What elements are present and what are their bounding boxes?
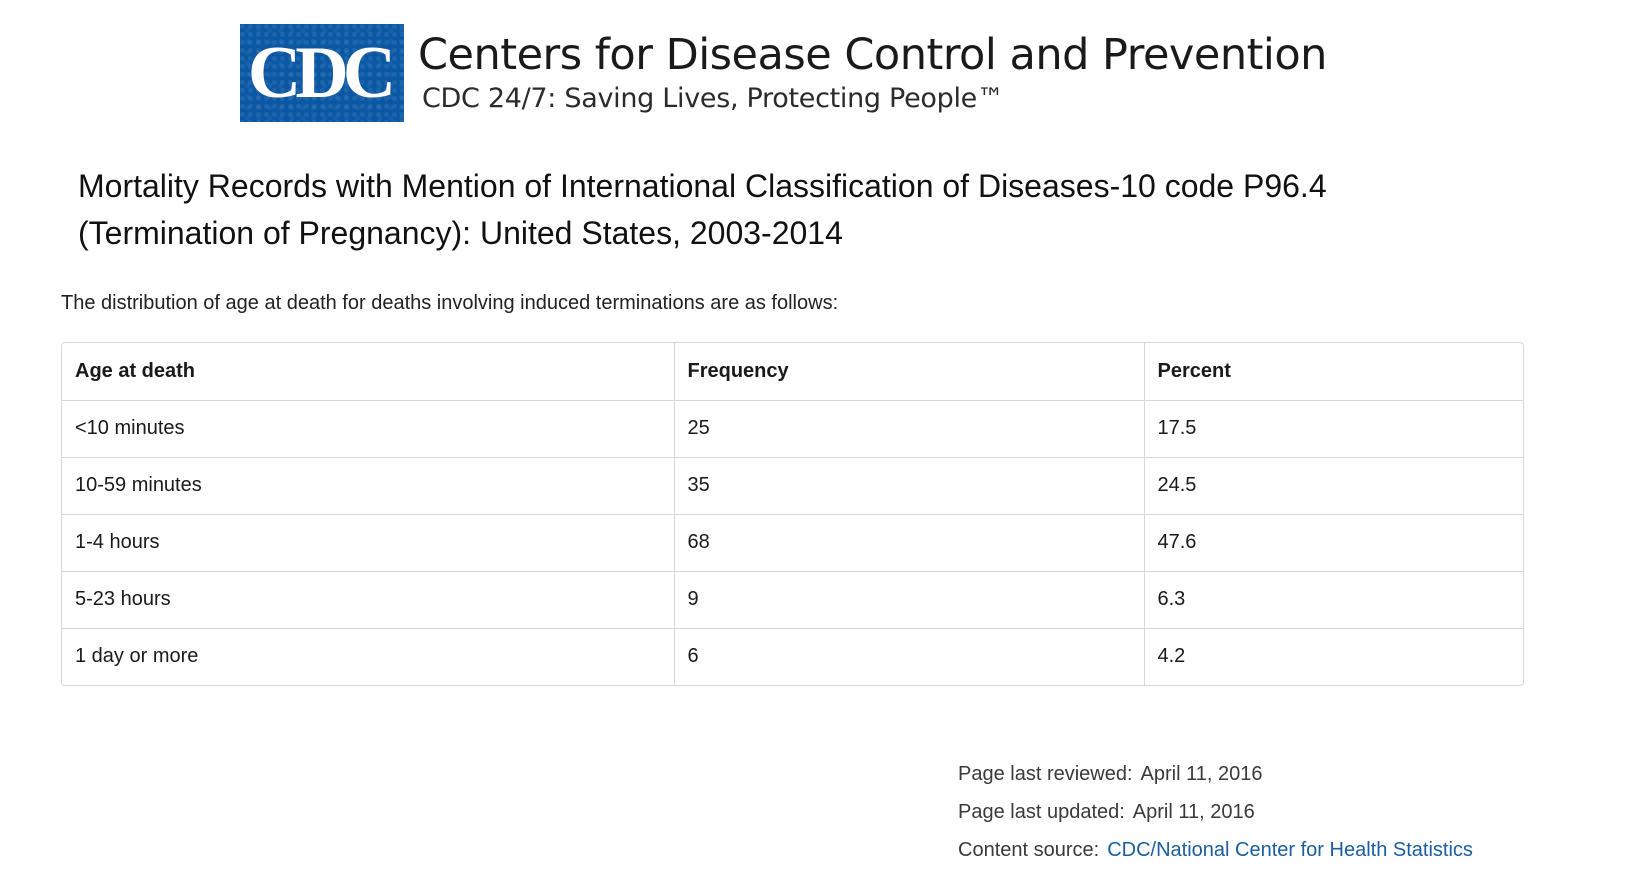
page-metadata: Page last reviewed: April 11, 2016 Page l… bbox=[958, 755, 1473, 869]
cell-frequency: 25 bbox=[673, 399, 1144, 457]
agency-tagline: CDC 24/7: Saving Lives, Protecting Peopl… bbox=[422, 83, 1004, 115]
table-row: 5-23 hours 9 6.3 bbox=[62, 570, 1523, 628]
cell-percent: 17.5 bbox=[1143, 399, 1523, 457]
page-title: Mortality Records with Mention of Intern… bbox=[78, 168, 1327, 251]
cell-age: 10-59 minutes bbox=[62, 456, 674, 514]
intro-text: The distribution of age at death for dea… bbox=[61, 292, 839, 314]
cell-percent: 4.2 bbox=[1143, 627, 1523, 685]
last-reviewed: Page last reviewed: April 11, 2016 bbox=[958, 755, 1473, 793]
table-header-row: Age at death Frequency Percent bbox=[62, 343, 1523, 400]
masthead-text: Centers for Disease Control and Preventi… bbox=[418, 29, 1327, 115]
cell-frequency: 6 bbox=[673, 627, 1144, 685]
table-row: 10-59 minutes 35 24.5 bbox=[62, 456, 1523, 514]
header-age-at-death: Age at death bbox=[75, 359, 196, 382]
cell-frequency: 9 bbox=[673, 570, 1144, 628]
cell-age: 5-23 hours bbox=[62, 570, 674, 628]
content-source-label: Content source: bbox=[958, 839, 1100, 861]
cell-percent: 47.6 bbox=[1143, 513, 1523, 571]
last-reviewed-label: Page last reviewed: bbox=[958, 763, 1133, 785]
cell-age: 1-4 hours bbox=[62, 513, 674, 571]
content-source-link[interactable]: CDC/National Center for Health Statistic… bbox=[1107, 839, 1473, 861]
cell-percent: 6.3 bbox=[1143, 570, 1523, 628]
cell-frequency: 35 bbox=[673, 456, 1144, 514]
cdc-logo[interactable]: CDC bbox=[240, 24, 404, 122]
last-updated-date: April 11, 2016 bbox=[1132, 801, 1255, 823]
cell-age: 1 day or more bbox=[62, 627, 674, 685]
last-updated: Page last updated: April 11, 2016 bbox=[958, 793, 1473, 831]
age-at-death-table: Age at death Frequency Percent <10 minut… bbox=[61, 342, 1524, 686]
cell-age: <10 minutes bbox=[62, 399, 674, 457]
table-row: 1 day or more 6 4.2 bbox=[62, 627, 1523, 685]
site-masthead: CDC Centers for Disease Control and Prev… bbox=[240, 24, 1327, 122]
agency-name: Centers for Disease Control and Preventi… bbox=[418, 29, 1327, 80]
header-percent: Percent bbox=[1143, 343, 1523, 400]
content-source: Content source: CDC/National Center for H… bbox=[958, 831, 1473, 869]
last-updated-label: Page last updated: bbox=[958, 801, 1125, 823]
header-frequency: Frequency bbox=[673, 343, 1144, 400]
cell-percent: 24.5 bbox=[1143, 456, 1523, 514]
last-reviewed-date: April 11, 2016 bbox=[1140, 763, 1263, 785]
table-row: <10 minutes 25 17.5 bbox=[62, 399, 1523, 457]
cell-frequency: 68 bbox=[673, 513, 1144, 571]
table-row: 1-4 hours 68 47.6 bbox=[62, 513, 1523, 571]
